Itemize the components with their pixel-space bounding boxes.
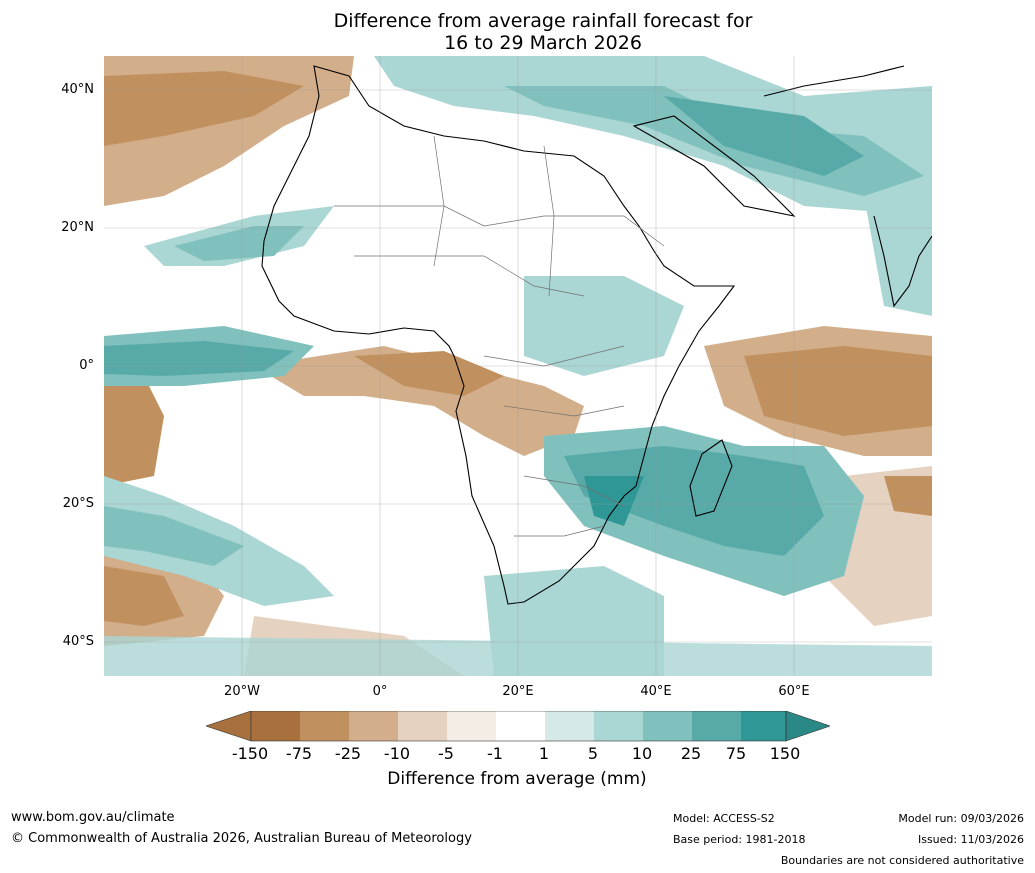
graticule [104, 56, 932, 676]
legend-tick: 150 [769, 744, 801, 763]
colorbar-bin [349, 711, 398, 741]
map-title: Difference from average rainfall forecas… [0, 10, 1035, 54]
legend-tick: -1 [487, 744, 503, 763]
colorbar-bin [692, 711, 741, 741]
model-run-date: Model run: 09/03/2026 [898, 812, 1024, 825]
legend-tick: -5 [438, 744, 454, 763]
coastlines [261, 65, 932, 605]
country-borders [334, 135, 665, 537]
lat-label-20s: 20°S [62, 496, 94, 511]
legend-tick: -150 [231, 744, 269, 763]
lat-label-20n: 20°N [61, 220, 94, 235]
colorbar-bin [300, 711, 349, 741]
legend-tick: 75 [725, 744, 747, 763]
colorbar [206, 711, 830, 742]
title-line-1: Difference from average rainfall forecas… [333, 10, 753, 32]
colorbar-bin [741, 711, 786, 741]
legend-tick: -75 [285, 744, 313, 763]
legend-tick: 25 [680, 744, 702, 763]
colorbar-high-extend [785, 711, 830, 742]
colorbar-bin [398, 711, 447, 741]
lat-label-40s: 40°S [62, 634, 94, 649]
base-period: Base period: 1981-2018 [673, 833, 806, 846]
title-line-2: 16 to 29 March 2026 [444, 32, 642, 54]
legend-tick: -10 [383, 744, 411, 763]
rainfall-map [104, 56, 932, 676]
lon-label-20w: 20°W [224, 684, 260, 699]
website-link[interactable]: www.bom.gov.au/climate [11, 810, 175, 825]
colorbar-bin [251, 711, 300, 741]
issued-date: Issued: 11/03/2026 [917, 833, 1024, 846]
legend-tick: -25 [334, 744, 362, 763]
colorbar-bin [643, 711, 692, 741]
lat-label-equator: 0° [79, 358, 94, 373]
lon-label-40e: 40°E [640, 684, 672, 699]
legend-tick: 10 [631, 744, 653, 763]
legend-title: Difference from average (mm) [387, 769, 647, 789]
colorbar-low-extend [206, 711, 252, 742]
map-svg [104, 56, 932, 676]
lon-label-60e: 60°E [778, 684, 810, 699]
lat-label-40n: 40°N [61, 82, 94, 97]
colorbar-bin [545, 711, 594, 741]
copyright-text: © Commonwealth of Australia 2026, Austra… [11, 831, 472, 846]
colorbar-bin [496, 711, 545, 741]
model-name: Model: ACCESS-S2 [673, 812, 775, 825]
lon-label-0: 0° [372, 684, 388, 699]
lon-label-20e: 20°E [502, 684, 534, 699]
colorbar-bin [594, 711, 643, 741]
colorbar-bin [447, 711, 496, 741]
legend-tick: 5 [587, 744, 599, 763]
legend-tick: 1 [538, 744, 550, 763]
boundary-disclaimer: Boundaries are not considered authoritat… [780, 854, 1024, 867]
